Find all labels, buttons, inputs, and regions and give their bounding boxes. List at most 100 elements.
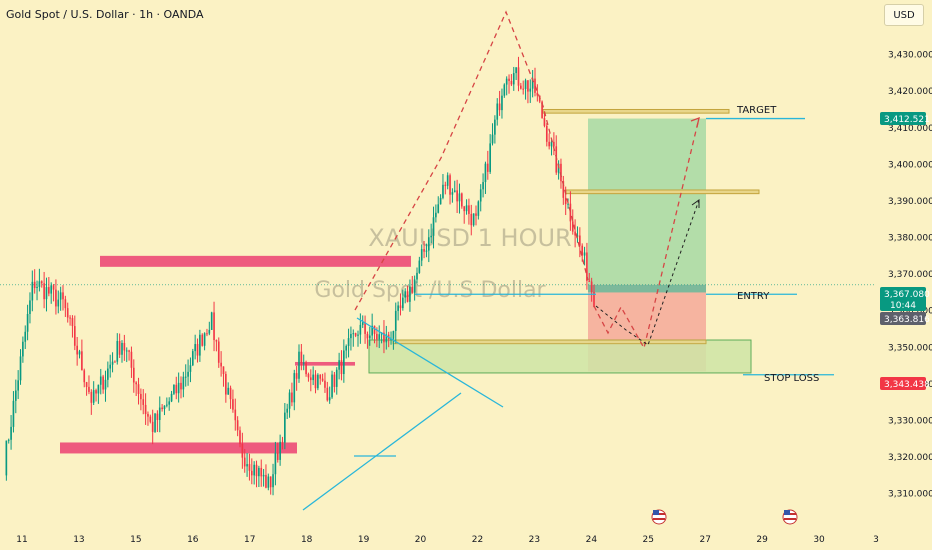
bullish-projection	[593, 117, 700, 350]
candle-body	[427, 237, 430, 251]
candle-body	[373, 325, 376, 334]
candle-body	[505, 78, 508, 85]
candle-body	[45, 287, 48, 300]
candle-body	[357, 334, 359, 336]
candle-body	[187, 371, 189, 377]
candle-body	[402, 297, 404, 309]
candle-body	[258, 467, 260, 477]
candle-body	[140, 393, 142, 400]
falling-trendline	[356, 317, 504, 408]
candle-body	[456, 190, 458, 202]
candle-body	[232, 399, 234, 410]
candle-body	[527, 80, 529, 92]
pending-price-tag-bg	[880, 312, 926, 325]
candle-body	[52, 285, 55, 290]
candle-body	[449, 175, 451, 195]
candle-body	[276, 452, 279, 460]
watermark: XAUUSD 1 HOUR Gold Spot /U.S Dollar	[314, 224, 571, 303]
alt-projection	[595, 199, 700, 346]
candle-body	[281, 441, 284, 443]
candle-body	[385, 334, 388, 343]
candle-body	[26, 314, 29, 332]
candle-body	[191, 351, 194, 366]
candle-body	[314, 374, 317, 389]
candle-body	[564, 197, 567, 205]
candle-body	[409, 286, 411, 302]
candle-body	[199, 334, 201, 356]
candle-body	[90, 391, 93, 403]
candle-body	[213, 312, 215, 341]
candle-body	[111, 361, 114, 365]
candle-body	[420, 249, 423, 261]
candles-layer	[5, 56, 595, 496]
us-flag-event-icon[interactable]	[651, 509, 667, 525]
candle-body	[208, 329, 211, 334]
candle-body	[81, 351, 83, 371]
candle-body	[541, 101, 543, 119]
candle-body	[423, 249, 425, 252]
candle-body	[128, 350, 130, 352]
candle-body	[104, 379, 107, 390]
candle-body	[430, 235, 432, 238]
candle-body	[368, 335, 371, 339]
candle-body	[229, 387, 232, 400]
candle-body	[95, 390, 97, 394]
candle-body	[510, 80, 513, 85]
candle-body	[272, 474, 274, 488]
candle-body	[151, 421, 154, 432]
candle-body	[366, 333, 369, 339]
countdown-tag: 10:44	[890, 301, 916, 311]
candle-body	[107, 368, 109, 380]
target-price-tag: 3,412.521	[884, 115, 930, 125]
candle-body	[465, 205, 468, 212]
candle-body	[5, 440, 8, 476]
candle-body	[163, 405, 166, 410]
candle-body	[31, 281, 34, 301]
time-tick-label: 3	[873, 535, 879, 545]
candle-body	[404, 291, 407, 298]
candle-body	[248, 464, 251, 471]
candle-body	[300, 351, 303, 363]
candle-body	[435, 212, 437, 218]
time-tick-label: 23	[529, 535, 540, 545]
us-flag-event-icon[interactable]	[782, 509, 798, 525]
candle-body	[196, 344, 199, 356]
candle-body	[239, 430, 241, 445]
price-tick-label: 3,320.000	[888, 453, 932, 463]
alt-projection-arrowhead	[691, 199, 700, 208]
candle-body	[468, 205, 470, 214]
candle-body	[149, 416, 152, 422]
candle-body	[534, 78, 536, 93]
candle-body	[29, 300, 31, 315]
candle-body	[498, 103, 501, 111]
candle-body	[71, 318, 74, 327]
candle-body	[76, 345, 78, 355]
time-tick-label: 11	[16, 535, 27, 545]
candle-body	[156, 413, 159, 420]
candle-body	[416, 272, 418, 280]
candle-body	[586, 252, 588, 281]
candle-body	[352, 333, 355, 335]
time-tick-label: 30	[813, 535, 825, 545]
candle-body	[536, 92, 539, 96]
currency-selector[interactable]: USD	[884, 4, 924, 26]
candle-body	[335, 369, 338, 387]
candle-body	[491, 134, 494, 144]
candle-body	[154, 413, 156, 432]
candle-body	[317, 374, 319, 389]
candle-body	[166, 404, 168, 406]
candle-body	[503, 84, 506, 96]
price-tick-label: 3,370.000	[888, 270, 932, 280]
candle-body	[201, 334, 204, 346]
candle-body	[321, 378, 324, 381]
candle-body	[59, 292, 62, 300]
candle-body	[496, 103, 499, 120]
time-axis: 11 13 15 16 17 18 19 20 22 23 24 25 27 29 30 3	[16, 535, 879, 545]
candle-body	[576, 235, 579, 237]
candle-body	[569, 203, 572, 222]
candle-body	[170, 393, 173, 402]
candle-body	[463, 206, 466, 212]
candle-body	[378, 334, 381, 340]
candle-body	[560, 163, 562, 182]
